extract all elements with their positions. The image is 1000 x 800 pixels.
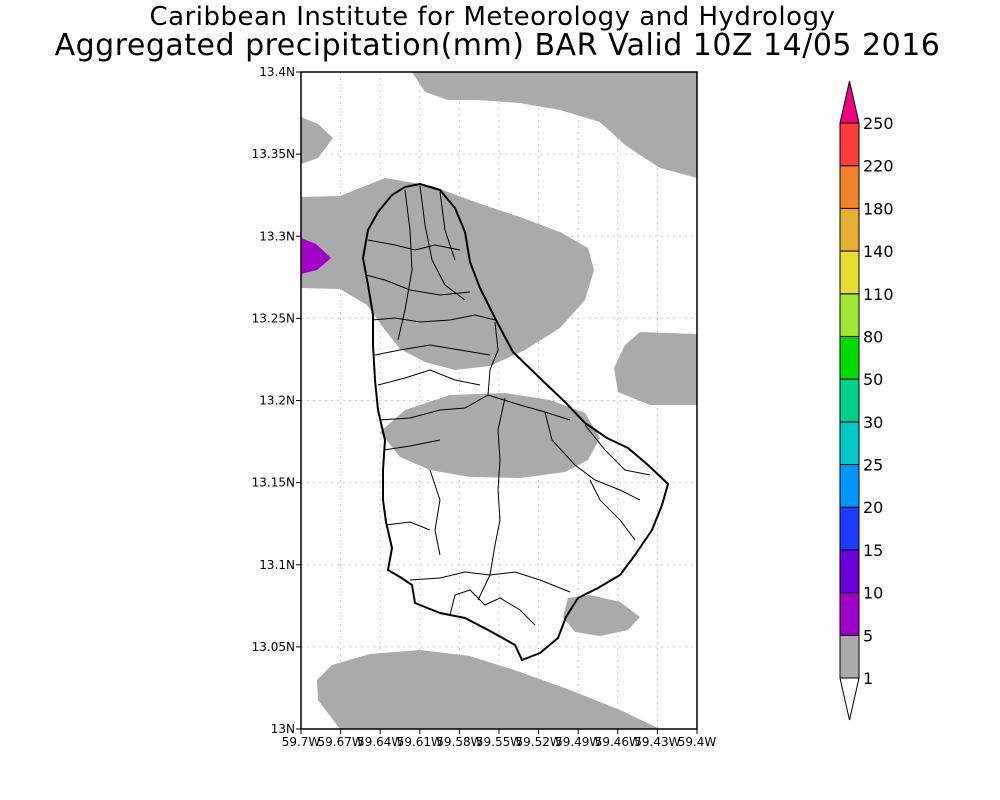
catchment-boundary-4 <box>367 239 461 251</box>
colorbar-label: 80 <box>863 327 883 346</box>
lat-tick-label: 13.35N <box>252 147 295 161</box>
precip-area-5-10mm <box>301 238 331 274</box>
lon-tick-label: 59.64W <box>357 735 403 749</box>
lon-tick-label: 59.67W <box>317 735 363 749</box>
colorbar-box <box>839 207 860 252</box>
colorbar-label: 180 <box>863 199 894 218</box>
colorbar-lower-extension <box>839 677 860 721</box>
precip-area-north <box>412 72 697 178</box>
colorbar-box <box>839 378 860 423</box>
colorbar-label: 50 <box>863 370 883 389</box>
lat-tick-label: 13.25N <box>252 311 295 325</box>
precip-area-north-band <box>301 178 594 370</box>
colorbar-label: 20 <box>863 498 883 517</box>
catchment-boundary-13 <box>544 411 641 501</box>
colorbar-box <box>839 464 860 508</box>
island-coastline <box>362 183 669 661</box>
title-line-2: Aggregated precipitation(mm) BAR Valid 1… <box>54 28 941 63</box>
lat-tick-label: 13.15N <box>252 476 295 490</box>
colorbar-box <box>839 250 860 295</box>
catchment-boundary-6 <box>371 314 496 323</box>
lat-tick-label: 13.2N <box>259 394 295 408</box>
catchment-boundary-15 <box>589 479 636 541</box>
colorbar-box <box>839 592 860 636</box>
lat-tick-label: 13.4N <box>259 65 295 79</box>
lon-tick-label: 59.46W <box>595 735 641 749</box>
catchment-boundary-10 <box>379 394 571 421</box>
colorbar-label: 30 <box>863 413 883 432</box>
lat-tick-label: 13N <box>271 722 295 736</box>
catchment-boundary-19 <box>429 469 441 556</box>
lat-tick-label: 13.3N <box>259 229 295 243</box>
colorbar-box <box>839 421 860 466</box>
colorbar-label: 15 <box>863 541 883 560</box>
precip-area-east <box>614 332 697 405</box>
catchment-boundary-11 <box>383 439 441 451</box>
lon-tick-label: 59.7W <box>282 735 321 749</box>
precip-area-northwest-corner <box>301 117 333 164</box>
colorbar-box <box>839 549 860 594</box>
colorbar-label: 250 <box>863 114 894 133</box>
lon-tick-label: 59.49W <box>555 735 601 749</box>
catchment-boundary-12 <box>477 397 506 601</box>
colorbar-box <box>839 506 860 551</box>
lon-tick-label: 59.43W <box>634 735 680 749</box>
lon-tick-label: 59.4W <box>678 735 717 749</box>
catchment-boundary-14 <box>584 424 651 476</box>
catchment-boundary-9 <box>377 369 481 386</box>
lon-tick-label: 59.61W <box>397 735 443 749</box>
lat-tick-label: 13.1N <box>259 558 295 572</box>
barbados-island <box>362 183 669 661</box>
lon-tick-label: 59.55W <box>476 735 522 749</box>
title-line-1: Caribbean Institute for Meteorology and … <box>149 2 836 32</box>
colorbar-label: 10 <box>863 584 883 603</box>
catchment-boundary-2 <box>419 185 466 301</box>
catchment-boundary-7 <box>374 344 491 356</box>
catchment-boundary-18 <box>449 589 536 626</box>
precip-area-south <box>317 650 660 729</box>
catchment-boundary-8 <box>487 321 499 396</box>
colorbar-label: 110 <box>863 285 894 304</box>
precipitation-shading <box>301 72 697 729</box>
colorbar-label: 25 <box>863 456 883 475</box>
catchment-boundary-5 <box>365 274 471 296</box>
longitude-axis: 59.7W59.67W59.64W59.61W59.58W59.55W59.52… <box>282 729 717 749</box>
catchment-boundary-17 <box>409 571 571 593</box>
colorbar-label: 5 <box>863 626 873 645</box>
precip-area-central-band <box>380 393 600 478</box>
colorbar-box <box>839 122 860 167</box>
colorbar-label: 220 <box>863 157 894 176</box>
colorbar-box <box>839 293 860 337</box>
latitude-axis: 13.4N 13.35N 13.3N 13.25N 13.2N 13.15N 13.1N 13… <box>252 65 301 736</box>
lat-tick-label: 13.05N <box>252 640 295 654</box>
catchment-boundary-16 <box>385 521 431 531</box>
catchment-boundary-1 <box>397 189 413 341</box>
colorbar-box <box>839 165 860 209</box>
lon-tick-label: 59.58W <box>436 735 482 749</box>
lon-tick-label: 59.52W <box>515 735 561 749</box>
colorbar-box <box>839 634 860 679</box>
colorbar-label: 140 <box>863 242 894 261</box>
colorbar-box <box>839 335 860 380</box>
colorbar-label: 1 <box>863 669 873 688</box>
catchment-boundary-3 <box>439 191 456 261</box>
precip-area-southeast <box>563 595 640 636</box>
colorbar-upper-extension <box>839 80 860 124</box>
